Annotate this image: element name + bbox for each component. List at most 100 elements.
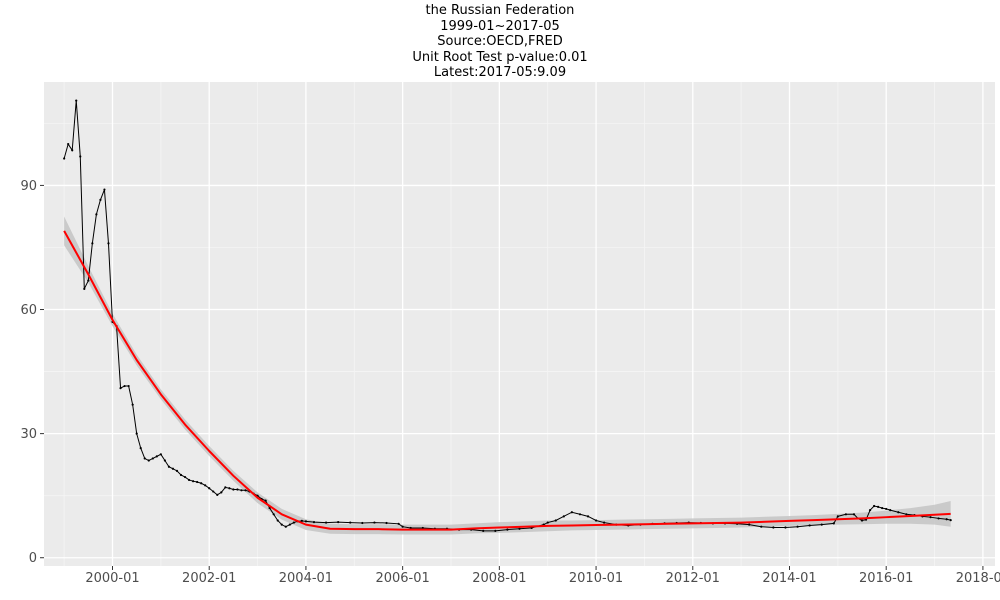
observed-data-point [236,488,239,491]
y-tick-label: 30 [20,427,37,442]
observed-data-point [187,478,191,482]
observed-data-point [836,515,839,518]
major-gridlines [44,82,995,566]
smooth-fit-layer [63,230,951,531]
y-tick-label: 0 [29,551,37,566]
observed-data-point [240,489,243,492]
observed-data-point [191,480,195,483]
observed-data-point [244,489,247,492]
observed-data-point [79,155,82,158]
chart-subtitle-pvalue: Unit Root Test p-value:0.01 [412,49,588,65]
observed-data-point [208,487,211,490]
observed-data-point [139,447,142,450]
x-axis: 2000-01 2002-01 2004-01 2006-01 2008-01 2010-… [85,566,1000,586]
observed-data-point [228,487,231,490]
observed-data-point [570,511,573,514]
observed-data-point [349,521,352,524]
observed-data-point [937,517,940,520]
observed-data-point [409,526,412,530]
observed-data-point [183,475,187,479]
observed-data-point [546,521,549,524]
observed-data-point [220,491,223,494]
x-tick-label: 2004-01 [279,571,333,586]
observed-data-point [288,523,291,526]
observed-data-point [482,529,485,532]
observed-data-point [67,142,70,146]
observed-data-point [312,521,316,524]
observed-data-point [75,99,78,102]
x-tick-label: 2018-01 [956,571,1000,586]
observed-data-point [167,465,171,468]
observed-data-point [292,521,295,524]
observed-data-point [135,432,138,435]
observed-data-point [300,519,303,523]
observed-data-point [264,499,267,502]
observed-data-point [929,516,932,519]
observed-data-point [119,387,122,390]
observed-data-point [361,521,364,525]
observed-data-point [748,523,751,526]
observed-data-point [881,506,884,510]
x-tick-label: 2008-01 [472,571,526,586]
observed-data-point [151,457,154,460]
observed-data-point [216,493,219,496]
x-tick-label: 2014-01 [762,571,816,586]
observed-data-point [71,149,74,152]
observed-data-point [276,519,279,522]
observed-data-point [179,473,183,477]
chart-subtitle-source: Source:OECD,FRED [437,34,563,49]
observed-data-point [594,519,598,522]
observed-data-point [832,522,835,525]
x-tick-label: 2002-01 [182,571,236,586]
observed-data-point [945,518,948,521]
plot-panel [44,82,995,566]
observed-data-point [63,157,66,160]
observed-data-point [147,459,150,462]
observed-data-point [143,457,146,460]
observed-data-point [860,519,864,522]
chart-subtitle-latest: Latest:2017-05:9.09 [433,65,567,80]
observed-data-point [83,287,86,290]
observed-data-point [873,504,876,508]
observed-data-point [401,525,404,528]
x-tick-label: 2012-01 [666,571,720,586]
observed-data-point [586,515,590,518]
observed-data-point [304,520,308,523]
y-tick-label: 90 [20,179,37,194]
observed-data-point [494,529,497,532]
observed-data-point [885,507,888,511]
observed-data-point [889,509,892,512]
observed-data-point [518,527,521,530]
minor-gridlines [44,82,995,566]
x-tick-label: 2016-01 [859,571,913,586]
observed-data-point [224,486,227,489]
observed-data-point [103,188,106,191]
observed-data-point [324,521,328,524]
observed-data-point [603,521,606,524]
observed-data-point [95,213,98,216]
chart-title: the Russian Federation [425,3,575,18]
observed-data-point [99,198,102,201]
observed-data-point [87,279,90,282]
observed-data-point [808,524,811,527]
x-tick-label: 2000-01 [85,571,139,586]
observed-data-point [159,453,162,456]
observed-data-point [91,242,94,245]
observed-data-point [212,490,215,493]
chart-subtitle-period: 1999-01~2017-05 [440,18,560,34]
observed-data-point [506,528,509,531]
observed-data-point [905,513,908,516]
smooth-fit-line [63,230,951,531]
observed-data-point [272,513,275,516]
observed-data-point [200,482,203,485]
observed-data-point [897,511,900,514]
observed-data-point [554,519,557,522]
observed-data-point [844,513,848,516]
observed-data-point [175,469,179,472]
observed-data-point [868,509,872,512]
observed-data-point [155,455,158,458]
observed-data-point [127,384,130,388]
observed-data-point [163,459,166,462]
observed-data-point [784,526,787,529]
